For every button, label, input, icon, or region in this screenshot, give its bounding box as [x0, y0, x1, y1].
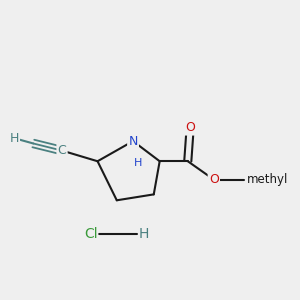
Text: Cl: Cl: [84, 227, 98, 241]
Text: methyl: methyl: [0, 299, 1, 300]
Text: C: C: [58, 144, 66, 157]
Text: methyl: methyl: [0, 299, 1, 300]
Text: H: H: [9, 132, 19, 145]
Text: methyl: methyl: [0, 299, 1, 300]
Text: methyl: methyl: [0, 299, 1, 300]
Text: methyl: methyl: [247, 173, 288, 186]
Text: methyl: methyl: [0, 299, 1, 300]
Text: methyl: methyl: [0, 299, 1, 300]
Text: N: N: [128, 135, 138, 148]
Text: O: O: [185, 121, 195, 134]
Text: methyl: methyl: [0, 299, 1, 300]
Text: H: H: [139, 227, 149, 241]
Text: H: H: [134, 158, 142, 168]
Text: methyl: methyl: [0, 299, 1, 300]
Text: O: O: [209, 173, 219, 186]
